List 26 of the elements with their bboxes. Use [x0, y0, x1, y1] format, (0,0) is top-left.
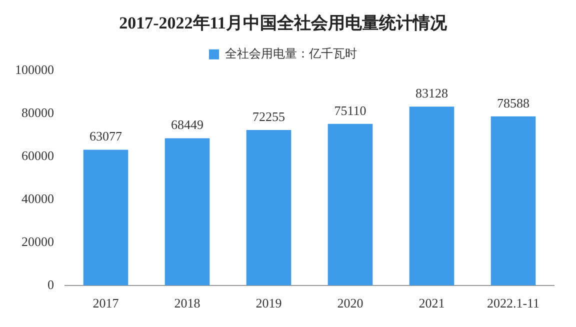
x-tick-label: 2021	[418, 296, 445, 311]
bar	[490, 116, 536, 286]
y-tick-label: 100000	[15, 62, 54, 77]
y-tick-label: 40000	[22, 190, 54, 206]
bar	[246, 130, 292, 286]
x-tick-label: 2022.1-11	[486, 296, 540, 311]
x-tick-label: 2020	[337, 296, 364, 311]
data-label: 83128	[416, 86, 448, 101]
y-tick-label: 80000	[22, 104, 54, 120]
bar	[409, 106, 454, 286]
y-tick-label: 20000	[22, 234, 54, 249]
data-label: 78588	[497, 95, 530, 110]
y-tick-label: 0	[48, 276, 54, 292]
data-label: 63077	[90, 128, 122, 144]
x-tick-label: 2018	[174, 296, 200, 311]
x-tick-label: 2017	[92, 296, 120, 311]
x-tick-label: 2019	[256, 296, 282, 311]
legend-label: 全社会用电量：亿千瓦时	[225, 46, 357, 61]
bar	[164, 138, 210, 286]
data-label: 75110	[334, 102, 366, 118]
bar	[83, 150, 128, 286]
data-label: 68449	[171, 117, 204, 132]
chart-title: 2017-2022年11月中国全社会用电量统计情况	[119, 14, 448, 33]
y-tick-label: 60000	[22, 148, 54, 163]
bar	[328, 124, 373, 286]
data-label: 72255	[252, 108, 285, 124]
